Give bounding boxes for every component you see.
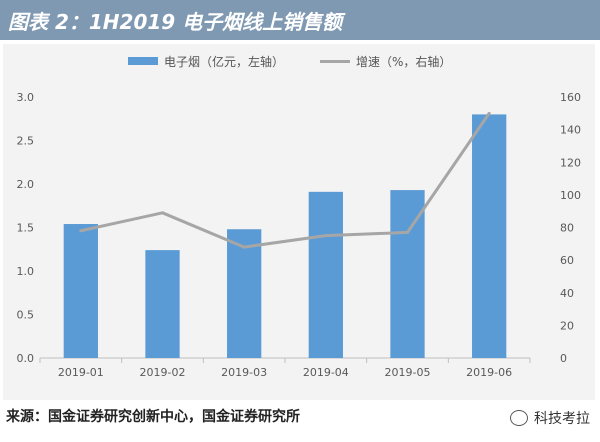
line-point: [79, 229, 83, 233]
y-right-tick-label: 120: [560, 156, 581, 169]
chart-legend: 电子烟（亿元，左轴） 增速（%，右轴）: [128, 52, 487, 70]
y-left-tick-label: 1.0: [17, 265, 35, 278]
y-right-tick-label: 0: [560, 352, 567, 365]
y-left-tick-label: 2.5: [17, 135, 35, 148]
x-tick-label: 2019-02: [140, 366, 186, 379]
watermark-text: 科技考拉: [534, 411, 590, 427]
x-tick-label: 2019-05: [385, 366, 431, 379]
wechat-icon: [510, 410, 528, 426]
source-note: 来源：国金证券研究创新中心，国金证券研究所: [6, 409, 300, 425]
y-right-tick-label: 60: [560, 254, 574, 267]
legend-label-line: 增速（%，右轴）: [356, 54, 452, 69]
y-left-tick-label: 1.5: [17, 222, 35, 235]
y-left-tick-label: 2.0: [17, 178, 35, 191]
x-tick-label: 2019-01: [58, 366, 104, 379]
y-left-tick-label: 0.0: [17, 352, 35, 365]
bar: [472, 114, 507, 359]
y-right-tick-label: 40: [560, 287, 574, 300]
legend-label-bar: 电子烟（亿元，左轴）: [164, 54, 285, 69]
x-tick-label: 2019-06: [466, 366, 512, 379]
line-point: [242, 245, 246, 249]
y-left-tick-label: 0.5: [17, 309, 35, 322]
legend-swatch-line: [320, 59, 351, 63]
figure-title: 图表 2：1H2019 电子烟线上销售额: [8, 10, 343, 34]
series-line: [80, 112, 491, 249]
line-point: [161, 211, 164, 215]
bar: [145, 250, 180, 358]
bar: [227, 229, 262, 358]
legend-swatch-bar: [128, 57, 158, 65]
y-right-tick-label: 100: [560, 189, 581, 202]
bar: [63, 224, 98, 358]
y-right-tick-label: 140: [560, 124, 581, 137]
bar: [308, 191, 343, 358]
line-point: [487, 111, 491, 115]
line-point: [324, 234, 328, 238]
y-right-tick-label: 20: [560, 319, 574, 332]
watermark: 科技考拉: [510, 408, 590, 428]
x-tick-label: 2019-03: [221, 366, 267, 379]
y-right-tick-label: 80: [560, 222, 574, 235]
y-left-tick-label: 3.0: [17, 91, 35, 104]
figure-title-bar: 图表 2：1H2019 电子烟线上销售额: [0, 0, 600, 40]
y-right-tick-label: 160: [560, 91, 581, 104]
legend-item-bar: 电子烟（亿元，左轴）: [128, 53, 284, 70]
legend-item-line: 增速（%，右轴）: [320, 53, 451, 70]
line-point: [406, 230, 409, 234]
x-tick-label: 2019-04: [303, 366, 349, 379]
